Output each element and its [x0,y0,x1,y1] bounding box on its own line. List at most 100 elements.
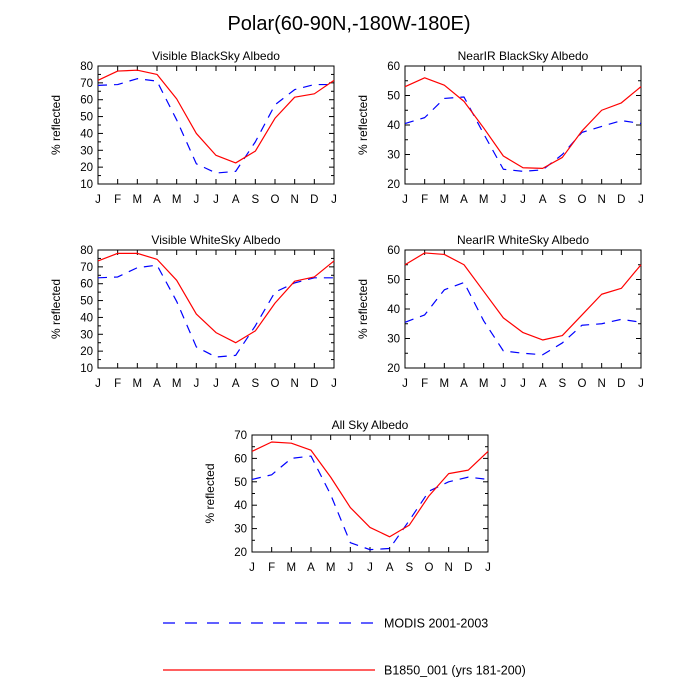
x-tick-label: F [268,562,275,574]
x-tick-label: F [114,378,121,390]
y-axis-label: % reflected [203,463,217,523]
x-tick-label: J [500,378,506,390]
panel-title: All Sky Albedo [332,418,409,432]
x-tick-label: M [326,562,336,574]
series-line-model [97,252,335,344]
y-tick-label: 60 [234,453,247,465]
x-tick-label: F [421,194,428,206]
legend-label-model: B1850_001 (yrs 181-200) [384,664,526,678]
x-tick-label: F [421,378,428,390]
y-tick-label: 20 [387,179,400,191]
y-tick-label: 30 [387,150,400,162]
y-axis-label: % reflected [356,95,370,155]
x-tick-label: J [638,194,644,206]
y-tick-label: 70 [80,262,93,274]
x-tick-label: J [520,194,526,206]
panel-title: Visible BlackSky Albedo [152,49,280,63]
y-tick-label: 20 [80,346,93,358]
series-line-model [97,69,335,164]
y-tick-label: 40 [387,120,400,132]
x-tick-label: F [114,194,121,206]
y-tick-label: 10 [80,363,93,375]
x-tick-label: A [153,194,161,206]
x-tick-label: S [251,194,259,206]
y-axis-label: % reflected [49,279,63,339]
x-tick-label: J [402,378,408,390]
x-tick-label: J [638,378,644,390]
y-tick-label: 60 [387,245,400,257]
panel-title: NearIR BlackSky Albedo [458,49,589,63]
y-tick-label: 50 [80,112,93,124]
y-tick-label: 30 [387,334,400,346]
y-tick-label: 40 [387,304,400,316]
x-tick-label: D [310,194,318,206]
x-tick-label: M [133,194,143,206]
x-tick-label: J [500,194,506,206]
x-tick-label: A [460,194,468,206]
y-tick-label: 30 [80,145,93,157]
x-tick-label: A [539,194,547,206]
x-tick-label: O [271,194,280,206]
x-tick-label: J [193,378,199,390]
y-tick-label: 30 [234,524,247,536]
x-tick-label: O [425,562,434,574]
y-axis-label: % reflected [356,279,370,339]
x-tick-label: J [485,562,491,574]
y-tick-label: 40 [80,128,93,140]
y-tick-label: 40 [234,500,247,512]
x-tick-label: M [287,562,297,574]
x-tick-label: A [232,194,240,206]
x-tick-label: J [249,562,255,574]
panel-visible-blacksky-albedo: Visible BlackSky Albedo 10 20 30 40 50 60 70 80 J… [49,49,337,206]
legend: MODIS 2001-2003 B1850_001 (yrs 181-200) [163,617,526,678]
y-tick-label: 20 [80,162,93,174]
plot-frame [97,249,335,369]
x-tick-label: J [402,194,408,206]
x-tick-label: M [440,378,450,390]
series-line-modis [404,281,642,356]
plot-frame [251,434,489,553]
x-tick-label: A [386,562,394,574]
y-tick-label: 50 [387,275,400,287]
x-tick-label: D [464,562,472,574]
x-tick-label: M [172,194,182,206]
x-tick-label: N [291,194,299,206]
y-tick-label: 20 [234,547,247,559]
y-tick-label: 40 [80,312,93,324]
y-tick-label: 30 [80,329,93,341]
y-tick-label: 70 [80,78,93,90]
series-line-modis [97,78,334,174]
x-tick-label: M [440,194,450,206]
series-line-modis [404,96,642,172]
y-tick-label: 10 [80,179,93,191]
x-tick-label: O [578,194,587,206]
x-tick-label: D [310,378,318,390]
series-line-model [404,252,642,341]
panel-title: NearIR WhiteSky Albedo [457,233,589,247]
x-tick-label: J [213,194,219,206]
y-tick-label: 70 [234,430,247,442]
panel-title: Visible WhiteSky Albedo [151,233,281,247]
y-tick-label: 80 [80,245,93,257]
x-tick-label: O [271,378,280,390]
y-tick-label: 60 [387,61,400,73]
x-tick-label: A [460,378,468,390]
y-tick-label: 80 [80,61,93,73]
x-tick-label: A [307,562,315,574]
y-tick-label: 60 [80,95,93,107]
x-tick-label: J [95,378,101,390]
series-line-modis [97,264,334,358]
panel-visible-whitesky-albedo: Visible WhiteSky Albedo 10 20 30 40 50 60 70 80 J… [49,233,337,390]
x-tick-label: J [213,378,219,390]
x-tick-label: N [598,194,606,206]
x-tick-label: N [445,562,453,574]
x-tick-label: A [232,378,240,390]
y-tick-label: 20 [387,363,400,375]
x-tick-label: A [153,378,161,390]
y-tick-label: 50 [80,296,93,308]
plot-frame [404,249,642,369]
